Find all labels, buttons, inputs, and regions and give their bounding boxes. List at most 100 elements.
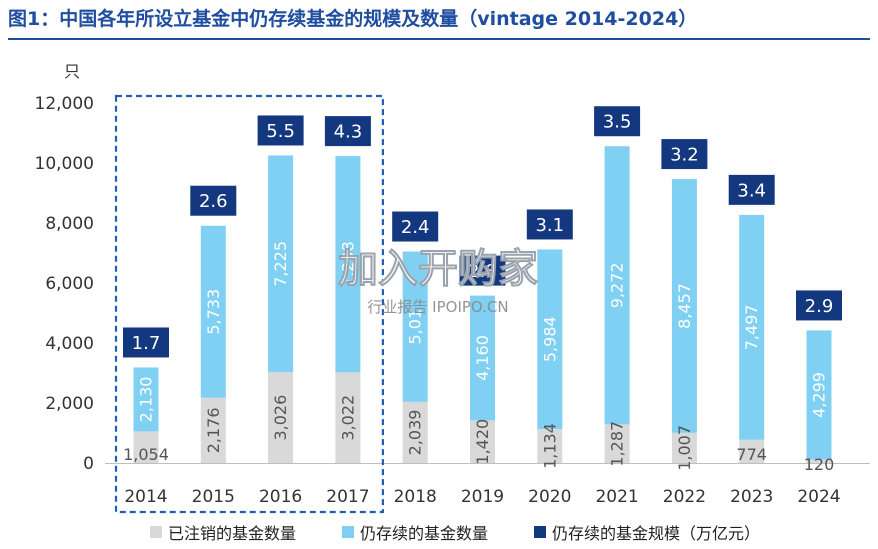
legend-swatch-cancelled	[150, 526, 162, 538]
data-label-cancelled: 1,420	[473, 419, 492, 465]
scale-label: 2.6	[199, 191, 228, 212]
y-tick-label: 0	[83, 454, 94, 474]
legend-item-scale: 仍存续的基金规模（万亿元）	[534, 520, 760, 544]
bar-surviving	[739, 214, 765, 440]
scale-box	[324, 116, 371, 147]
scale-box	[459, 255, 506, 286]
bar-surviving	[604, 146, 630, 425]
bar-surviving	[268, 155, 294, 373]
scale-box	[123, 327, 169, 358]
data-label-surviving: 2,130	[137, 377, 156, 423]
data-label-surviving: 7,225	[271, 241, 290, 287]
bar-surviving	[402, 251, 428, 402]
scale-box	[190, 185, 237, 216]
scale-box	[594, 106, 641, 137]
bar-cancelled	[268, 372, 294, 463]
data-label-surviving: 5,01	[406, 309, 425, 345]
y-tick-label: 6,000	[45, 274, 94, 294]
bar-cancelled	[200, 397, 226, 463]
scale-box	[257, 115, 304, 146]
bar-surviving	[335, 156, 361, 373]
data-label-cancelled: 2,039	[406, 410, 425, 456]
bar-surviving	[537, 249, 563, 429]
x-tick-label: 2021	[595, 487, 638, 507]
bar-cancelled	[739, 439, 765, 463]
scale-box	[661, 139, 708, 170]
data-label-surviving: 9,272	[608, 262, 627, 308]
legend-item-cancelled: 已注销的基金数量	[150, 520, 296, 544]
data-label-cancelled: 1,287	[608, 421, 627, 467]
legend-swatch-surviving	[342, 526, 355, 538]
bar-cancelled	[402, 401, 428, 463]
scale-label: 4.3	[334, 122, 363, 143]
x-tick-label: 2022	[663, 487, 706, 507]
title-underline	[8, 38, 870, 40]
bar-cancelled	[806, 459, 832, 463]
x-tick-label: 2014	[124, 487, 167, 507]
data-label-cancelled: 1,134	[540, 423, 559, 469]
y-tick-label: 8,000	[45, 214, 94, 234]
bar-surviving	[806, 330, 832, 460]
scale-box	[796, 290, 842, 321]
y-tick-label: 2,000	[45, 394, 94, 414]
legend-swatch-scale	[534, 526, 547, 538]
data-label-cancelled: 3,022	[338, 395, 357, 441]
bar-cancelled	[671, 432, 697, 463]
watermark-text: 加入开购家	[338, 246, 538, 292]
y-tick-label: 4,000	[45, 334, 94, 354]
bar-surviving	[133, 367, 159, 432]
legend-label-cancelled: 已注销的基金数量	[168, 524, 297, 543]
data-label-surviving: 7,497	[742, 304, 761, 350]
bar-surviving	[470, 295, 495, 421]
bar-surviving	[200, 225, 226, 398]
x-tick-label: 2016	[259, 487, 302, 507]
x-tick-label: 2023	[730, 487, 773, 507]
data-label-cancelled: 2,176	[204, 407, 223, 453]
x-tick-label: 2019	[461, 487, 504, 507]
data-label-cancelled: 3,026	[271, 395, 290, 441]
bar-cancelled	[604, 424, 630, 463]
scale-label: 1.7	[132, 333, 161, 354]
data-label-surviving: 5,733	[204, 289, 223, 335]
y-tick-label: 12,000	[35, 94, 94, 114]
legend-label-scale: 仍存续的基金规模（万亿元）	[552, 524, 761, 543]
scale-label: 3.5	[603, 112, 632, 133]
x-tick-label: 2020	[528, 487, 571, 507]
data-label-surviving: 5,984	[540, 316, 559, 362]
legend-label-surviving: 仍存续的基金数量	[360, 524, 489, 543]
y-axis-label: 只	[64, 62, 80, 81]
x-tick-label: 2017	[326, 487, 369, 507]
x-tick-label: 2018	[394, 487, 437, 507]
scale-label: 5.5	[266, 121, 295, 142]
data-label-cancelled: 774	[736, 445, 767, 464]
scale-label: 3.1	[535, 215, 564, 236]
scale-label: 2.4	[401, 217, 430, 238]
bar-cancelled	[133, 431, 159, 463]
data-label-cancelled: 120	[804, 455, 835, 474]
data-label-surviving: 7,208	[338, 241, 357, 287]
bar-cancelled	[537, 428, 563, 463]
y-tick-label: 10,000	[35, 154, 94, 174]
bar-cancelled	[335, 372, 361, 463]
data-label-cancelled: 1,007	[675, 425, 694, 471]
x-tick-label: 2015	[192, 487, 235, 507]
legend: 已注销的基金数量 仍存续的基金数量 仍存续的基金规模（万亿元）	[150, 520, 760, 544]
scale-box	[526, 209, 573, 240]
data-label-surviving: 8,457	[675, 283, 694, 329]
bar-cancelled	[470, 420, 495, 463]
data-label-surviving: 4,299	[810, 372, 829, 418]
highlight-box	[114, 94, 384, 514]
legend-item-surviving: 仍存续的基金数量	[342, 520, 488, 544]
chart-title: 图1：中国各年所设立基金中仍存续基金的规模及数量（vintage 2014-20…	[8, 8, 698, 30]
scale-box	[392, 211, 439, 242]
scale-label: 3.2	[670, 145, 699, 166]
data-label-cancelled: 1,054	[123, 445, 169, 464]
scale-label: 2.9	[805, 296, 834, 317]
x-tick-label: 2024	[797, 487, 840, 507]
data-label-surviving: 4,160	[473, 335, 492, 381]
watermark-subtext: 行业报告 IPOIPO.CN	[367, 298, 508, 316]
scale-label: 3.4	[737, 180, 766, 201]
bar-surviving	[671, 179, 697, 433]
scale-box	[728, 174, 775, 205]
